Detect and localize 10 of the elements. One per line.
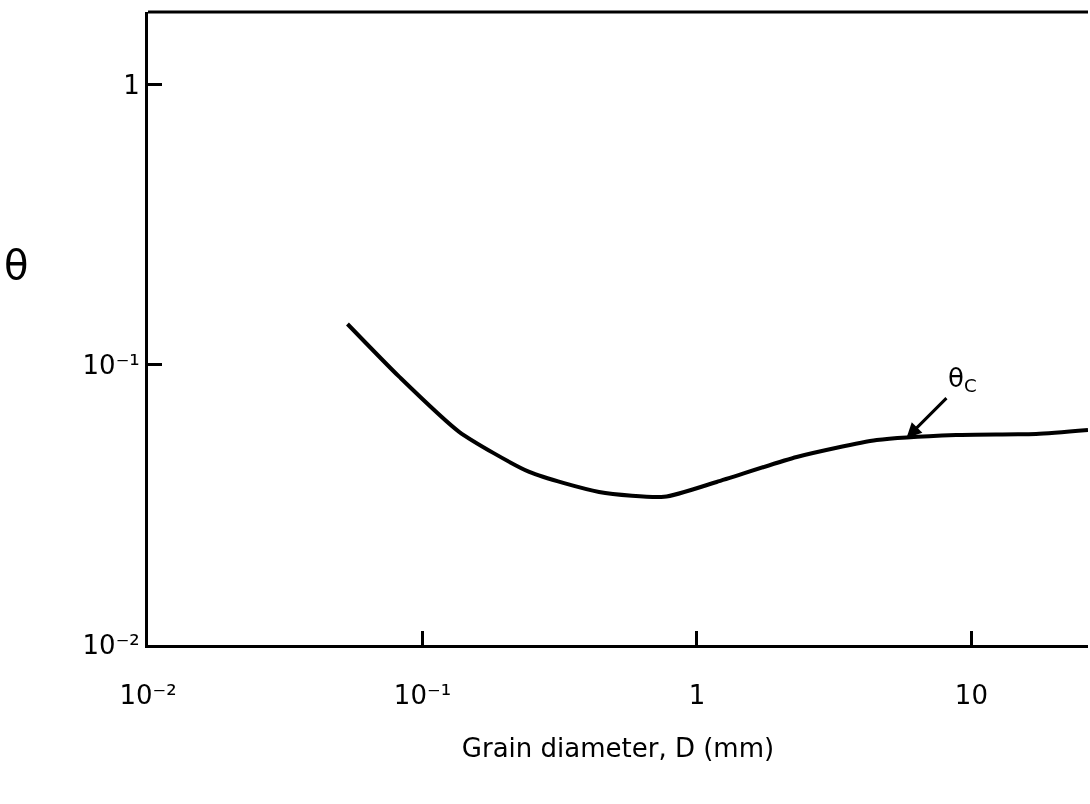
x-tick-label: 10⁻¹	[393, 680, 452, 711]
y-axis-title: θ	[4, 242, 29, 288]
annotation: θ$_{C}$	[948, 363, 977, 397]
y-tick-label: 10⁻²	[82, 630, 140, 661]
y-tick-label: 1	[123, 69, 140, 100]
x-tick-label: 10	[954, 680, 988, 711]
y-tick-label: 10⁻¹	[82, 350, 140, 381]
x-tick-label: 1	[688, 680, 706, 711]
x-axis-title: Grain diameter, D (mm)	[461, 732, 775, 763]
x-tick-label: 10⁻²	[119, 680, 177, 711]
